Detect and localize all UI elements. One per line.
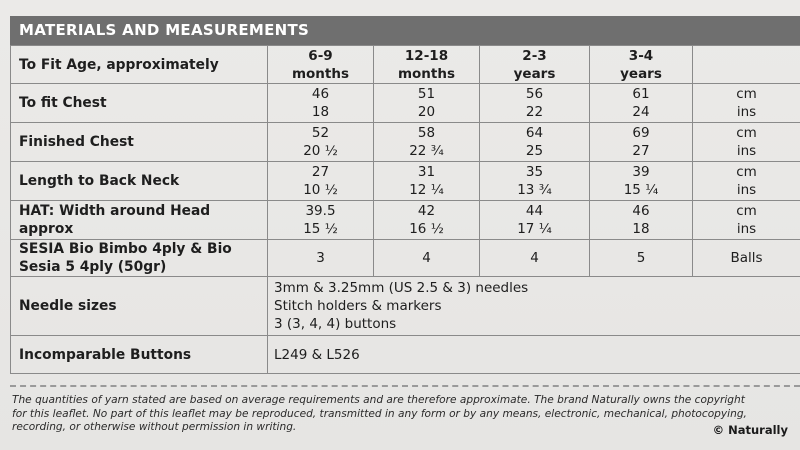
value-cell: 27 10 ½ [267,161,374,201]
value-cell: 61 24 [589,83,693,123]
row-label-yarn: SESIA Bio Bimbo 4ply & Bio Sesia 5 4ply (… [10,239,268,277]
row-label-finished-chest: Finished Chest [10,122,268,162]
table-row-age: To Fit Age, approximately 6-9 months 12-1… [10,45,800,84]
unit-cell: cm ins [692,83,800,123]
value-cell: 39 15 ¼ [589,161,693,201]
value-cell: 4 [373,239,480,277]
measurements-table: To Fit Age, approximately 6-9 months 12-1… [10,45,800,374]
size-header-3: 2-3 years [479,45,590,84]
copyright-notice: The quantities of yarn stated are based … [12,394,747,433]
value-cell: 3 [267,239,374,277]
table-row-buttons: Incomparable Buttons L249 & L526 [10,335,800,374]
unit-cell: cm ins [692,122,800,162]
value-cell: 64 25 [479,122,590,162]
value-cell: 69 27 [589,122,693,162]
buttons-value: L249 & L526 [267,335,800,374]
copyright-mark: © Naturally [712,423,788,437]
unit-cell: Balls [692,239,800,277]
dashed-divider [10,385,800,387]
unit-cell: cm ins [692,161,800,201]
row-label-hat: HAT: Width around Head approx [10,200,268,240]
unit-cell: cm ins [692,200,800,240]
value-cell: 46 18 [589,200,693,240]
value-cell: 42 16 ½ [373,200,480,240]
table-row-hat: HAT: Width around Head approx 39.5 15 ½ 42… [10,200,800,240]
value-cell: 35 13 ¾ [479,161,590,201]
value-cell: 56 22 [479,83,590,123]
value-cell: 46 18 [267,83,374,123]
table-row-needles: Needle sizes 3mm & 3.25mm (US 2.5 & 3) n… [10,276,800,336]
value-cell: 58 22 ¾ [373,122,480,162]
value-cell: 51 20 [373,83,480,123]
value-cell: 5 [589,239,693,277]
section-title: MATERIALS AND MEASUREMENTS [10,16,800,45]
row-label-chest: To fit Chest [10,83,268,123]
unit-header [692,45,800,84]
needles-details: 3mm & 3.25mm (US 2.5 & 3) needles Stitch… [267,276,800,336]
row-label-back-neck: Length to Back Neck [10,161,268,201]
size-header-1: 6-9 months [267,45,374,84]
table-row-yarn: SESIA Bio Bimbo 4ply & Bio Sesia 5 4ply (… [10,239,800,277]
table-row-finished-chest: Finished Chest 52 20 ½ 58 22 ¾ 64 25 69 27 c… [10,122,800,162]
row-label-buttons: Incomparable Buttons [10,335,268,374]
value-cell: 52 20 ½ [267,122,374,162]
size-header-4: 3-4 years [589,45,693,84]
row-label-needles: Needle sizes [10,276,268,336]
table-row-chest: To fit Chest 46 18 51 20 56 22 61 24 cm ins [10,83,800,123]
value-cell: 44 17 ¼ [479,200,590,240]
size-header-2: 12-18 months [373,45,480,84]
row-label-age: To Fit Age, approximately [10,45,268,84]
value-cell: 39.5 15 ½ [267,200,374,240]
value-cell: 4 [479,239,590,277]
table-row-back-neck: Length to Back Neck 27 10 ½ 31 12 ¼ 35 13 ¾… [10,161,800,201]
value-cell: 31 12 ¼ [373,161,480,201]
